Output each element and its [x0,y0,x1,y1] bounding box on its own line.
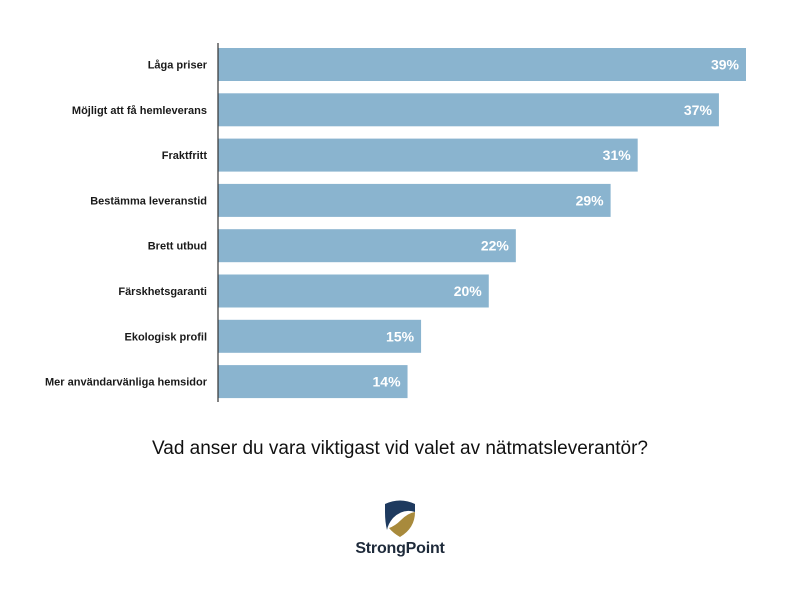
category-label: Mer användarvänliga hemsidor [45,377,208,389]
strongpoint-logo: StrongPoint [330,496,470,566]
category-label: Färskhetsgaranti [118,286,207,298]
category-label: Brett utbud [148,241,207,253]
value-label: 37% [684,102,713,118]
value-label: 22% [481,238,510,254]
category-label: Fraktfritt [162,150,208,162]
value-label: 31% [603,147,632,163]
chart-question: Vad anser du vara viktigast vid valet av… [151,438,648,459]
category-label: Låga priser [148,60,208,72]
value-label: 29% [576,192,605,208]
value-label: 39% [711,57,740,73]
bars-group: Låga priser 39% Möjligt att få hemleverans… [45,48,746,399]
value-label: 20% [454,283,483,299]
bar [218,229,516,263]
logo-text: StrongPoint [355,540,445,557]
bar [218,48,746,81]
bar [218,183,611,217]
bar [218,138,638,172]
bar [218,365,408,399]
bar [218,319,422,353]
category-label: Möjligt att få hemleverans [72,105,207,117]
value-label: 14% [373,374,402,390]
strongpoint-shield-icon [385,500,415,537]
category-label: Bestämma leveranstid [90,195,207,207]
bar-chart: Låga priser 39% Möjligt att få hemleverans… [45,43,746,402]
bar [218,274,489,308]
value-label: 15% [386,328,415,344]
bar [218,93,719,127]
category-label: Ekologisk profil [124,331,207,343]
